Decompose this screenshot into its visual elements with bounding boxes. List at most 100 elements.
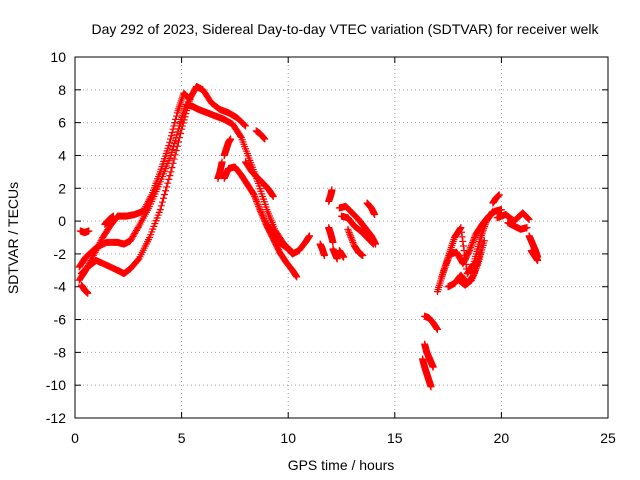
data-point [172, 147, 180, 155]
data-point [459, 242, 467, 250]
data-point [182, 110, 190, 118]
data-point [167, 168, 175, 176]
data-point [88, 253, 96, 261]
data-point [345, 229, 353, 237]
x-tick-label: 0 [71, 430, 79, 446]
y-tick-label: -10 [46, 377, 66, 393]
data-point [168, 164, 176, 172]
series-arc-28 [455, 237, 488, 289]
data-point [186, 96, 194, 104]
data-point [253, 199, 261, 207]
data-point [161, 191, 169, 199]
data-point [429, 363, 437, 371]
data-point [165, 175, 173, 183]
data-point [185, 94, 193, 102]
series-arc-21 [363, 199, 379, 219]
data-point [333, 255, 341, 263]
data-point [84, 261, 92, 269]
data-point [91, 248, 99, 256]
data-point [255, 204, 263, 212]
data-point [143, 201, 151, 209]
data-point [251, 192, 259, 200]
data-point [257, 209, 265, 217]
series-arc-15 [325, 224, 337, 246]
series-arc-14 [325, 186, 336, 205]
data-point [94, 243, 102, 251]
data-point [255, 202, 263, 210]
series-arc-4 [77, 281, 92, 297]
series-arc-11 [252, 127, 269, 143]
y-tick-label: 6 [58, 115, 66, 131]
data-point [129, 232, 137, 240]
series-arc-2 [77, 83, 250, 278]
grid-lines [75, 57, 608, 418]
data-point [260, 215, 268, 223]
data-point [256, 207, 264, 215]
data-point [184, 103, 192, 111]
data-point [469, 273, 477, 281]
data-point [218, 158, 226, 166]
series-arc-1 [75, 101, 296, 271]
data-point [109, 212, 117, 220]
series-arc-26 [438, 207, 497, 281]
data-point [171, 119, 179, 127]
series-arc-31 [504, 219, 531, 233]
data-point [461, 251, 469, 259]
data-point [480, 237, 488, 245]
data-point [92, 247, 100, 255]
data-point [369, 239, 377, 247]
y-tick-label: 10 [50, 49, 66, 65]
data-point [240, 120, 248, 128]
series-arc-17 [335, 202, 380, 248]
data-point [259, 213, 267, 221]
data-point [167, 135, 175, 143]
data-point [458, 233, 466, 241]
series-arc-24 [421, 312, 441, 333]
data-point [162, 187, 170, 195]
data-point [88, 255, 96, 263]
data-point [174, 138, 182, 146]
y-tick-label: -6 [54, 312, 67, 328]
data-point [256, 206, 264, 214]
data-point [472, 265, 480, 273]
data-point [488, 208, 496, 216]
data-point [471, 234, 479, 241]
data-point [181, 113, 189, 121]
data-point [128, 234, 136, 242]
data-point [348, 237, 356, 245]
data-point [177, 129, 185, 137]
series-arc-29 [489, 191, 503, 207]
series-arc-10 [214, 158, 226, 182]
data-point [156, 206, 164, 214]
data-point [131, 229, 139, 237]
data-point [236, 132, 244, 140]
data-point [95, 240, 103, 248]
data-point [89, 252, 97, 260]
data-point [253, 197, 261, 205]
y-tick-label: -4 [54, 279, 67, 295]
data-point [457, 224, 465, 232]
data-point [159, 194, 167, 202]
data-point [185, 95, 193, 103]
data-point [183, 106, 191, 114]
data-point [132, 226, 140, 234]
y-tick-label: 2 [58, 180, 66, 196]
data-point [468, 240, 476, 248]
data-point [178, 125, 186, 133]
series-arc-20 [335, 247, 348, 261]
chart-title: Day 292 of 2023, Sidereal Day-to-day VTE… [91, 21, 599, 37]
data-point [133, 225, 141, 233]
series-arc-18 [338, 212, 377, 248]
data-point [261, 135, 269, 143]
data-point [258, 210, 266, 218]
data-point [347, 234, 355, 241]
data-point [132, 228, 140, 236]
data-point [346, 230, 354, 238]
data-point [167, 151, 175, 159]
series-arc-13 [316, 240, 328, 260]
data-point [456, 225, 464, 233]
data-point [534, 256, 542, 264]
data-point [168, 128, 176, 136]
data-point [459, 237, 467, 245]
data-point [250, 191, 258, 199]
